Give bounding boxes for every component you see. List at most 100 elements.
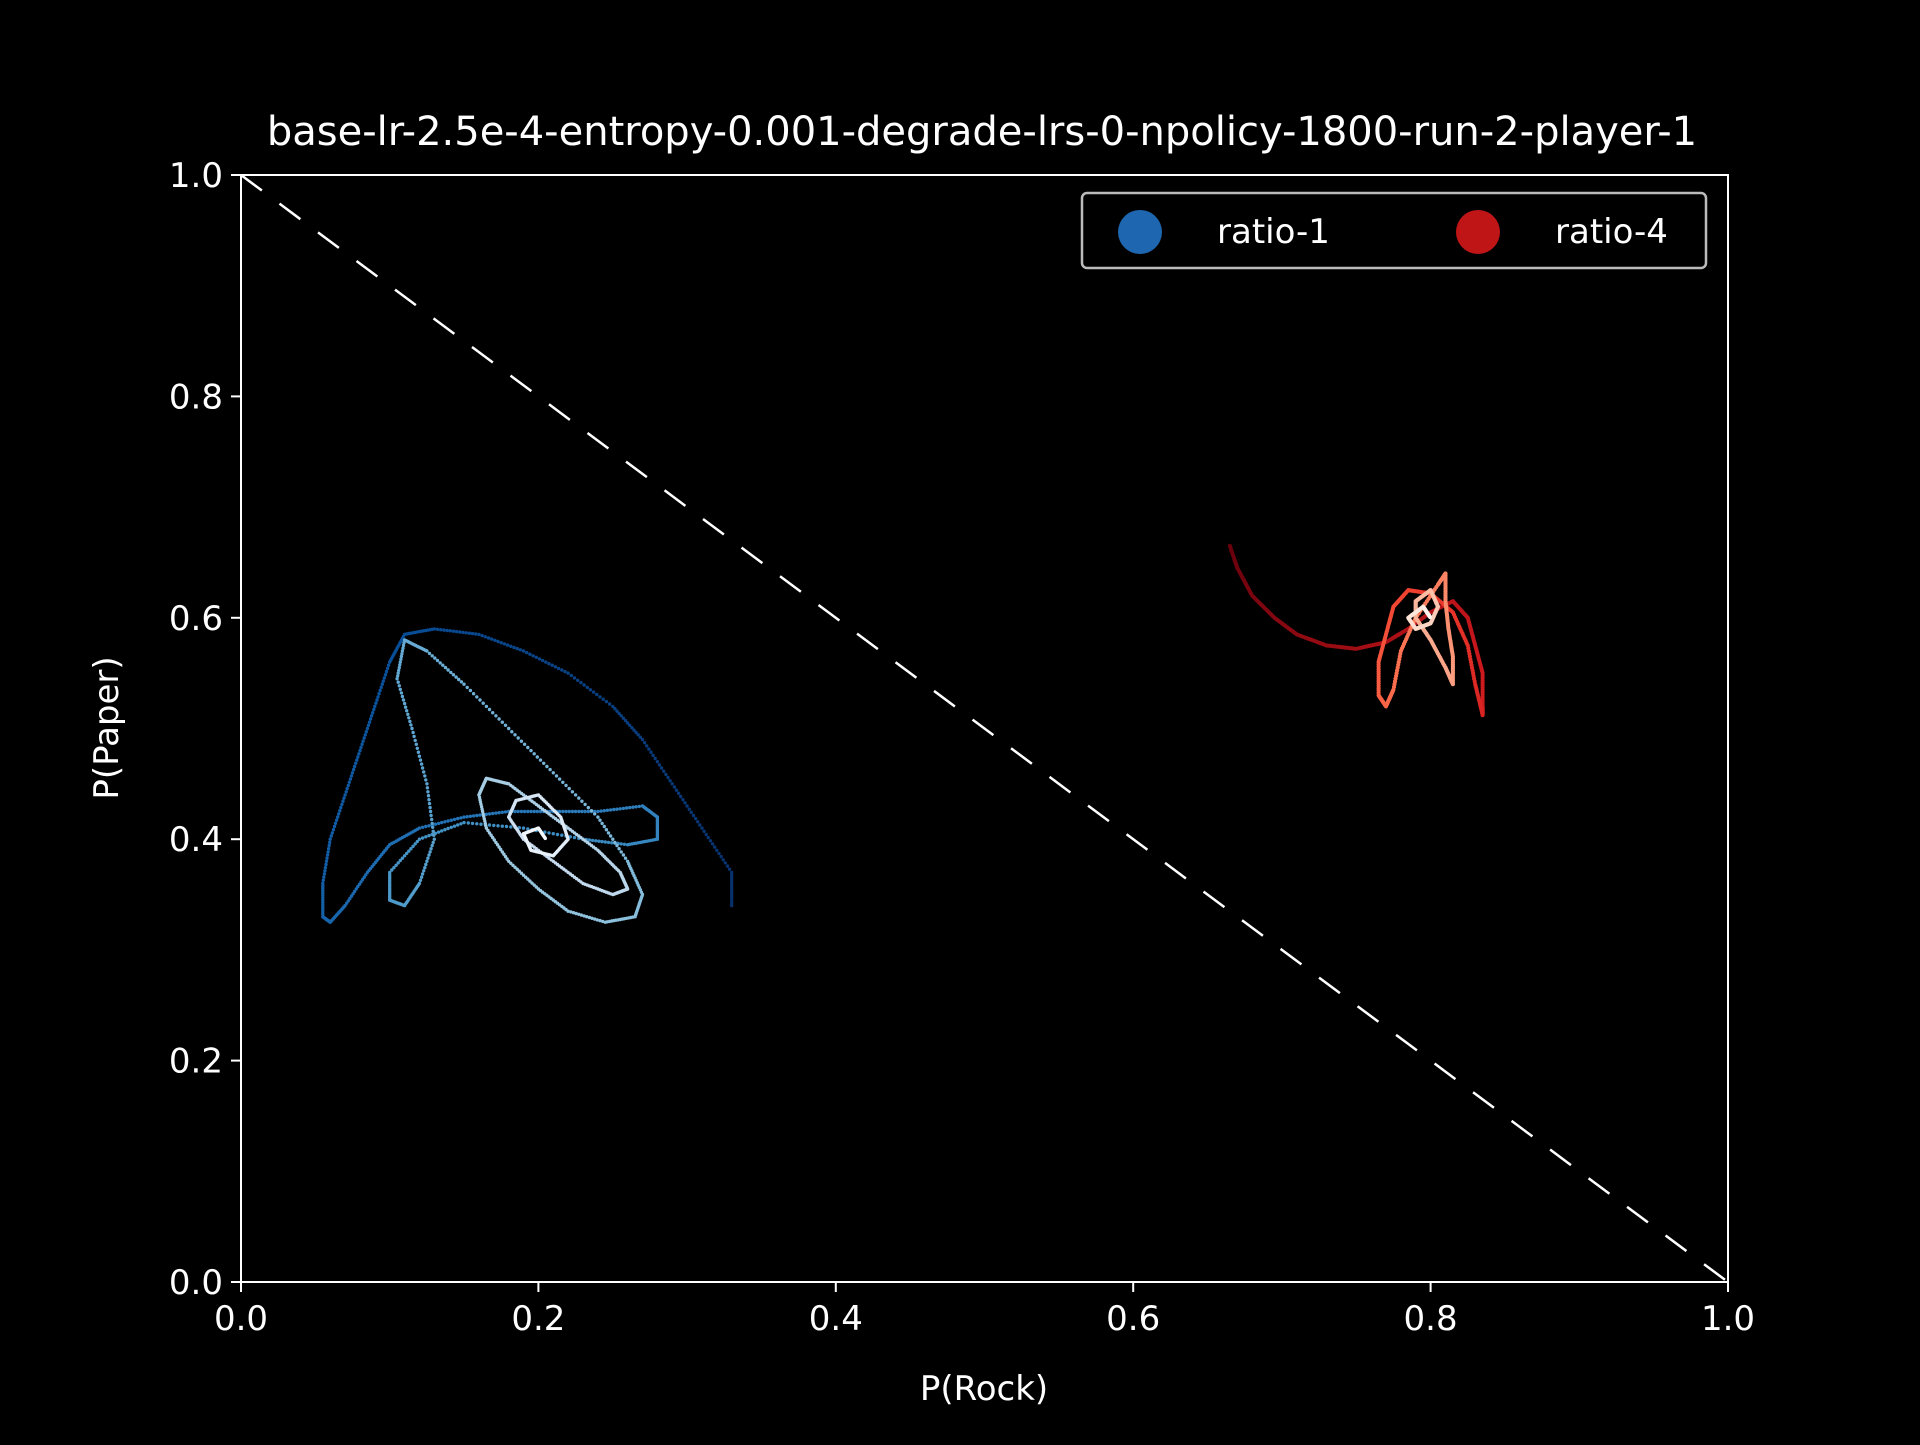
series-ratio-1-point [396,861,400,865]
series-ratio-1-point [321,886,325,890]
series-ratio-1-point [621,716,626,720]
series-ratio-1-point [424,862,428,867]
series-ratio-1-point [363,733,367,737]
series-ratio-1-point [532,883,536,887]
series-ratio-1-point [492,823,496,828]
series-ratio-1-point [725,864,730,868]
series-ratio-1-point [425,859,429,863]
y-tick-label: 0.6 [169,599,223,639]
series-ratio-1-point [362,875,366,879]
series-ratio-1-point [655,760,660,764]
series-ratio-1-point [326,847,331,851]
series-ratio-1-point [503,854,508,859]
series-ratio-1-point [484,704,489,709]
series-ratio-1-point [569,910,573,914]
series-ratio-1-point [411,730,415,735]
series-ratio-1-point [350,771,355,775]
series-ratio-1-point [454,629,459,634]
series-ratio-1-point [477,632,481,637]
series-ratio-1-point [569,673,573,678]
series-ratio-1-point [557,777,562,781]
series-ratio-1-point [561,780,565,784]
series-ratio-1-point [339,805,343,810]
series-ratio-1-point [704,832,708,837]
series-ratio-1-point [597,839,601,843]
series-ratio-1-point [333,821,338,826]
y-tick-label: 0.4 [169,820,223,860]
series-ratio-1-point [417,837,422,841]
series-ratio-1-point [593,812,597,816]
series-ratio-1-point [364,873,368,877]
series-ratio-1-point [579,680,583,685]
series-ratio-1-point [564,809,568,814]
series-ratio-1-point [446,668,450,672]
series-ratio-1-point [497,717,501,721]
series-ratio-1-point [723,861,727,865]
series-ratio-1-point [491,811,495,816]
series-ratio-1-point [651,753,655,758]
series-ratio-1-point [440,829,444,833]
series-ratio-1-point [611,704,615,709]
series-ratio-1-point [510,730,514,734]
series-ratio-1-point [379,685,383,690]
series-ratio-1-point [321,898,325,902]
series-ratio-1-point [572,676,577,680]
series-ratio-1-point [499,847,503,852]
series-ratio-1-point [449,670,453,675]
series-ratio-1-point [415,839,419,844]
series-ratio-1-point [577,796,581,800]
axes-layer: 0.0 0.2 0.4 0.6 0.8 1.0 0.0 0.2 0.4 0.6 0.8 1.0 [169,156,1755,1339]
chart-title: base-lr-2.5e-4-entropy-0.001-degrade-lrs… [267,109,1697,155]
y-axis-label: P(Paper) [87,656,127,799]
series-ratio-1-point [717,851,721,856]
series-ratio-1-point [657,763,662,767]
series-ratio-1-point [429,813,433,818]
series-ratio-1-point [594,839,598,843]
series-ratio-1-point [458,630,462,634]
series-ratio-1-point [436,821,441,826]
series-ratio-1-point [487,831,492,835]
series-ratio-1-point [456,816,460,821]
series-ratio-1-point [405,709,409,713]
series-ratio-1-point [491,711,495,715]
series-ratio-1-point [408,719,412,724]
series-ratio-1-point [634,730,638,735]
series-ratio-1-point [544,660,548,664]
series-ratio-1-point [579,913,584,917]
series-ratio-1-point [522,742,527,746]
series-ratio-1-point [497,811,501,815]
series-ratio-1-point [563,669,567,674]
series-ratio-1-point [435,658,440,663]
series-ratio-1-point [343,793,347,797]
series-ratio-1-point [334,818,339,822]
series-ratio-1-point [613,840,617,845]
series-ratio-1-point [710,842,715,846]
series-ratio-1-point [465,815,469,819]
legend-box [1080,191,1708,270]
series-ratio-1-point [399,691,404,695]
series-ratio-1-point [590,916,594,920]
series-ratio-1-point [398,663,402,667]
series-ratio-1-point [407,716,411,720]
series-ratio-1-point [550,663,554,667]
series-ratio-1-point [422,770,426,774]
series-ratio-1-point [442,628,446,632]
series-ratio-1-point [494,714,498,718]
series-ratio-1-point [348,896,352,901]
series-ratio-1-point [342,796,346,800]
series-ratio-1-point [503,810,508,814]
series-ratio-1-point [625,721,630,725]
series-ratio-1-point [321,881,325,886]
series-ratio-1-point [409,723,413,727]
series-ratio-1-point [440,820,444,825]
series-ratio-1-point [573,809,578,814]
series-ratio-1-point [416,750,421,754]
series-ratio-1-point [587,838,592,842]
series-ratio-1-point [689,810,693,814]
series-ratio-1-point [468,814,473,818]
series-ratio-1-point [459,822,463,826]
series-ratio-1-point [598,918,602,923]
series-ratio-4 [1227,543,1485,718]
x-tick-label: 0.4 [809,1299,863,1339]
series-ratio-1-point [359,880,363,884]
